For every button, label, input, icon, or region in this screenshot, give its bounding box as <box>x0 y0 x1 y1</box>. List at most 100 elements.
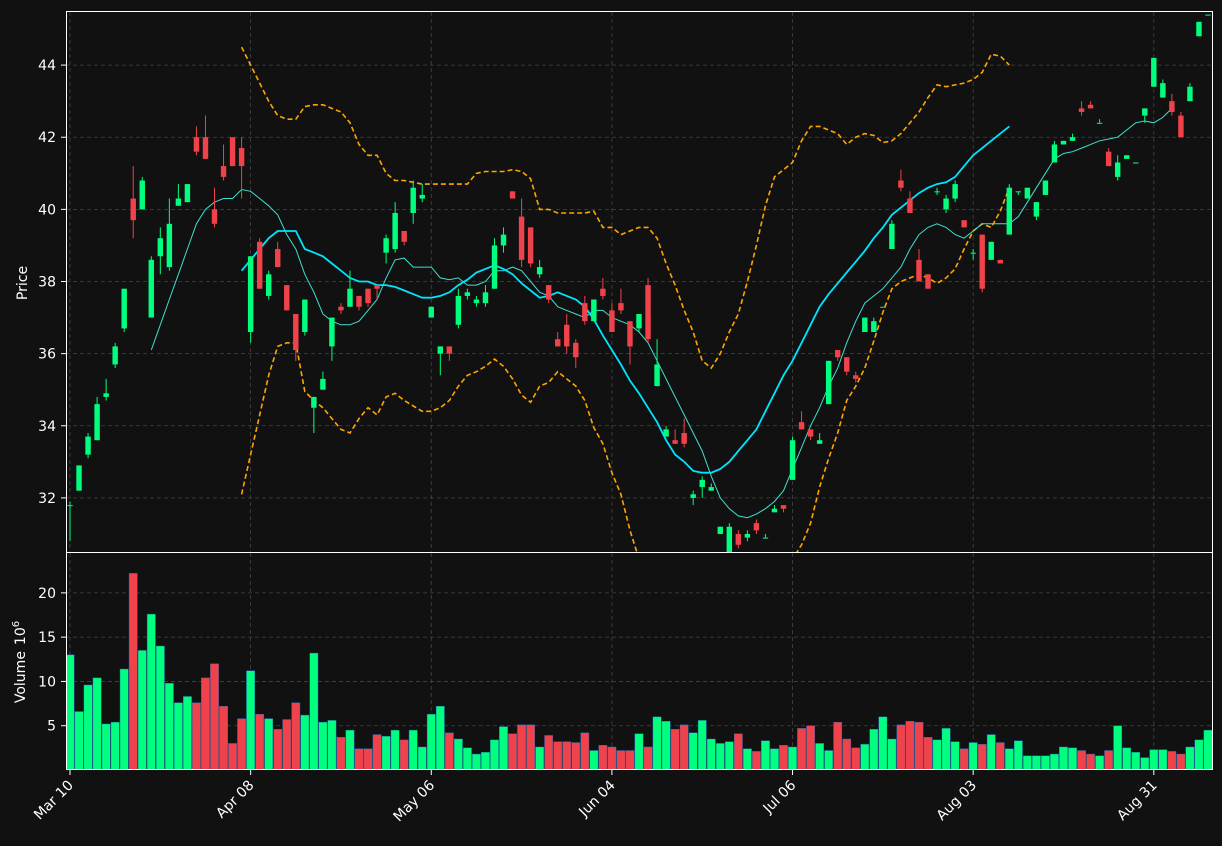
candle-body-up <box>862 317 868 332</box>
volume-bar <box>860 744 870 770</box>
candle-body-up <box>744 533 751 538</box>
volume-bar <box>959 748 969 770</box>
volume-bar <box>797 728 806 770</box>
volume-bar <box>1113 725 1123 770</box>
volume-bar <box>137 650 147 770</box>
volume-bar <box>679 724 689 770</box>
candle-body-down <box>293 313 299 351</box>
volume-bar <box>408 729 418 770</box>
candle-body-up <box>970 252 976 254</box>
candle-body-down <box>735 533 742 545</box>
volume-bar <box>83 684 93 770</box>
candle-body-up <box>952 184 958 199</box>
volume-bar <box>1086 753 1095 770</box>
volume-bar <box>101 723 111 770</box>
candle-body-up <box>636 313 642 329</box>
candle-body-up <box>428 306 434 318</box>
candle-body-down <box>618 303 624 311</box>
candle-body-down <box>961 220 967 228</box>
volume-bar <box>1059 746 1068 770</box>
candle-body-up <box>76 465 82 491</box>
volume-bar <box>490 739 499 770</box>
candle-body-up <box>825 360 832 405</box>
volume-bar <box>995 742 1005 770</box>
volume-bar <box>535 746 545 770</box>
volume-bar <box>1167 751 1177 770</box>
volume-bar <box>761 740 770 770</box>
candle-body-down <box>681 432 687 444</box>
volume-bar <box>201 677 210 770</box>
volume-bar <box>905 721 915 770</box>
volume-bar <box>1185 746 1195 770</box>
candle-body-down <box>446 346 453 354</box>
candle-body-down <box>211 209 218 224</box>
volume-bar <box>770 748 779 770</box>
price-tick-label: 38 <box>38 275 56 291</box>
candle-body-up <box>943 198 949 210</box>
price-panel <box>67 14 1211 552</box>
candle-body-up <box>166 223 173 268</box>
candle-body-up <box>67 505 73 507</box>
volume-bar <box>607 746 617 770</box>
candle-body-up <box>157 238 164 257</box>
candle-body-down <box>1087 104 1094 109</box>
candle-body-up <box>1160 83 1166 98</box>
candle-body-up <box>880 306 886 308</box>
volume-panel <box>66 573 1213 770</box>
volume-bar <box>1050 753 1059 770</box>
volume-bar <box>815 743 824 770</box>
volume-bar <box>697 720 707 770</box>
volume-bar <box>164 683 174 770</box>
volume-bar <box>327 720 337 770</box>
volume-bar <box>1149 749 1159 770</box>
volume-bar <box>1095 755 1104 770</box>
volume-axis-label-exponent-power: 6 <box>11 621 22 627</box>
candle-body-up <box>536 267 543 275</box>
candle-body-down <box>256 241 263 289</box>
price-tick-label: 32 <box>38 491 56 507</box>
candle-body-up <box>663 429 669 437</box>
volume-bar <box>869 729 879 770</box>
volume-bar <box>381 736 391 770</box>
volume-bar <box>851 747 861 770</box>
volume-bar <box>426 714 436 770</box>
volume-bar <box>1032 755 1041 770</box>
candle-body-down <box>564 324 570 347</box>
volume-bar <box>192 702 201 770</box>
volume-bar <box>264 718 274 770</box>
volume-bar <box>950 741 960 770</box>
volume-bar <box>237 718 246 770</box>
slow-moving-average-line <box>240 125 1010 474</box>
candle-body-down <box>844 357 850 372</box>
volume-bar <box>842 738 852 770</box>
candle-body-down <box>798 422 805 430</box>
candle-body-down <box>202 137 209 159</box>
volume-tick-label: 10 <box>38 674 56 690</box>
volume-bar <box>110 721 120 770</box>
volume-bar <box>146 613 156 770</box>
volume-bar <box>779 745 788 770</box>
volume-tick-label: 20 <box>38 586 56 602</box>
volume-bar <box>499 726 508 770</box>
volume-bar <box>273 729 283 770</box>
candle-body-up <box>103 393 109 397</box>
volume-bar <box>282 719 292 770</box>
volume-bar <box>372 734 382 770</box>
candle-body-up <box>410 187 416 213</box>
candle-body-up <box>889 223 895 250</box>
candle-body-down <box>238 148 245 167</box>
candle-body-up <box>1133 162 1139 164</box>
volume-bar <box>399 739 409 770</box>
volume-bar <box>183 696 192 770</box>
volume-bar <box>553 741 563 770</box>
volume-bar <box>454 738 463 770</box>
candle-body-up <box>437 346 444 354</box>
candle-body-up <box>1096 122 1103 124</box>
volume-bar <box>833 721 843 770</box>
candle-body-down <box>1105 151 1112 167</box>
candle-body-down <box>1178 115 1184 138</box>
candle-body-down <box>284 285 290 311</box>
volume-y-axis: 5 10 15 20 <box>38 586 66 735</box>
volume-bar <box>1203 729 1213 770</box>
